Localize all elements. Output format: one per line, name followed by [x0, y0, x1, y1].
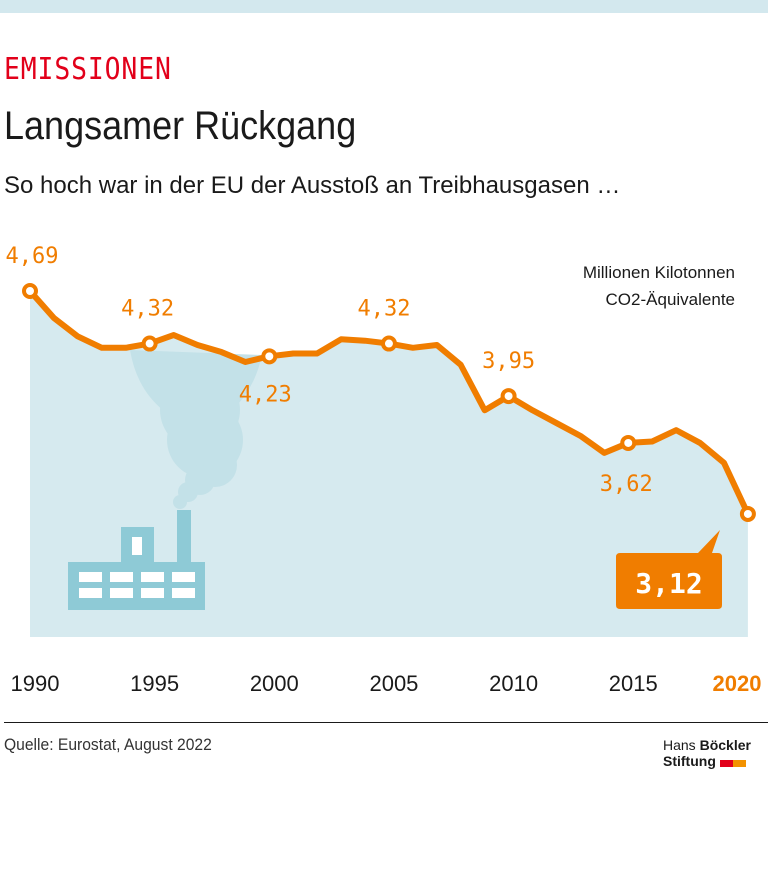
factory-building: [68, 562, 205, 610]
x-tick-label: 1995: [130, 671, 179, 696]
factory-window: [79, 572, 102, 582]
page-title: Langsamer Rückgang: [4, 104, 357, 148]
data-point-marker: [141, 335, 158, 352]
x-tick-label: 2000: [250, 671, 299, 696]
unit-label: CO2-Äquivalente: [606, 290, 735, 309]
x-tick-label: 2020: [713, 671, 762, 696]
data-point-marker: [261, 348, 278, 365]
subtitle: So hoch war in der EU der Ausstoß an Tre…: [4, 172, 621, 199]
data-label: 3,95: [482, 349, 535, 374]
factory-window: [79, 588, 102, 598]
data-label: 4,23: [239, 382, 292, 407]
logo-bars: [719, 754, 746, 770]
factory-window: [141, 588, 164, 598]
data-label: 4,32: [357, 297, 410, 322]
x-tick-label: 1990: [11, 671, 60, 696]
x-tick-label: 2005: [369, 671, 418, 696]
data-label: 4,69: [6, 244, 59, 269]
data-point-marker: [500, 388, 517, 405]
logo-text-line2: Stiftung: [663, 753, 716, 769]
factory-window: [132, 537, 142, 555]
data-point-marker: [739, 505, 756, 522]
logo-text-bold: Böckler: [699, 737, 751, 753]
factory-window: [110, 588, 133, 598]
factory-window: [172, 588, 195, 598]
logo-text: Hans: [663, 737, 696, 753]
smoke-illustration: [130, 350, 262, 509]
data-label: 4,32: [121, 297, 174, 322]
factory-icon: [68, 510, 205, 610]
data-point-marker: [620, 434, 637, 451]
x-tick-label: 2010: [489, 671, 538, 696]
source-note: Quelle: Eurostat, August 2022: [4, 735, 212, 754]
factory-chimney: [177, 510, 191, 565]
factory-window: [141, 572, 164, 582]
x-tick-label: 2015: [609, 671, 658, 696]
logo: Hans Böckler Stiftung: [663, 737, 751, 770]
data-label: 3,12: [635, 567, 702, 600]
divider: [4, 722, 768, 723]
emissions-chart: Millionen Kilotonnen CO2-Äquivalente 4,69 4…: [6, 244, 762, 696]
kicker: EMISSIONEN: [4, 52, 172, 87]
unit-label: Millionen Kilotonnen: [583, 263, 735, 282]
data-point-marker: [22, 283, 38, 299]
top-bar: [0, 0, 768, 13]
data-point-marker: [380, 335, 397, 352]
data-label: 3,62: [600, 472, 653, 497]
factory-window: [172, 572, 195, 582]
factory-window: [110, 572, 133, 582]
smoke-puff: [173, 495, 187, 509]
value-callout: [616, 530, 722, 609]
